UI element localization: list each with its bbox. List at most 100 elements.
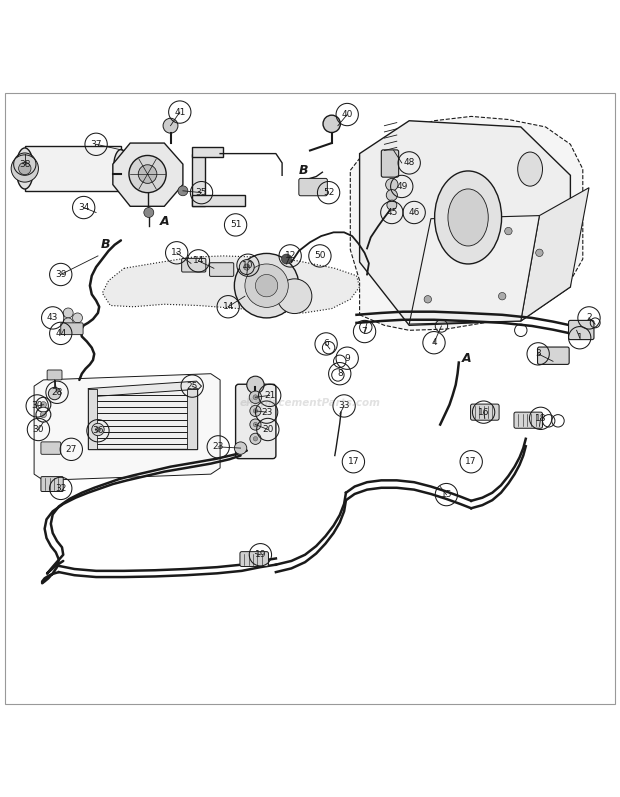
Text: 51: 51: [230, 221, 241, 230]
Text: 14: 14: [223, 302, 234, 312]
Text: 4: 4: [431, 338, 437, 347]
Ellipse shape: [448, 189, 489, 246]
Text: 44: 44: [55, 329, 66, 338]
Circle shape: [281, 254, 291, 264]
Polygon shape: [88, 381, 202, 397]
Text: B: B: [299, 164, 309, 177]
Circle shape: [244, 264, 250, 270]
FancyBboxPatch shape: [41, 477, 63, 492]
Circle shape: [92, 423, 104, 436]
Circle shape: [40, 411, 46, 418]
Text: 46: 46: [409, 208, 420, 217]
Text: 7: 7: [361, 327, 368, 336]
Circle shape: [255, 274, 278, 296]
Text: 39: 39: [55, 270, 66, 279]
Circle shape: [234, 253, 299, 318]
Ellipse shape: [113, 150, 128, 187]
Circle shape: [163, 118, 178, 133]
Circle shape: [277, 279, 312, 313]
Circle shape: [323, 115, 340, 132]
Text: 50: 50: [314, 251, 326, 261]
Bar: [192, 154, 205, 206]
Circle shape: [19, 163, 31, 175]
FancyBboxPatch shape: [514, 412, 542, 428]
FancyBboxPatch shape: [569, 320, 594, 340]
FancyBboxPatch shape: [538, 347, 569, 364]
Circle shape: [253, 409, 258, 413]
FancyBboxPatch shape: [236, 384, 276, 458]
Circle shape: [386, 190, 397, 201]
Polygon shape: [360, 120, 570, 325]
FancyBboxPatch shape: [240, 552, 268, 567]
Circle shape: [239, 260, 254, 274]
Bar: [25, 146, 121, 190]
Text: 13: 13: [171, 249, 182, 257]
FancyBboxPatch shape: [210, 263, 234, 277]
Circle shape: [144, 207, 154, 218]
Text: 20: 20: [262, 425, 273, 434]
Text: 23: 23: [261, 407, 272, 417]
Polygon shape: [409, 216, 539, 324]
Circle shape: [129, 155, 166, 193]
Text: 15: 15: [441, 490, 452, 499]
Text: 36: 36: [92, 426, 104, 435]
Text: 43: 43: [47, 313, 58, 323]
Text: 27: 27: [66, 445, 77, 453]
Text: 21: 21: [264, 391, 275, 400]
Circle shape: [95, 427, 100, 432]
Bar: [88, 389, 97, 450]
Polygon shape: [34, 374, 220, 481]
Circle shape: [253, 437, 258, 441]
Text: 40: 40: [342, 110, 353, 119]
Text: A: A: [159, 215, 169, 228]
Circle shape: [245, 264, 288, 308]
Circle shape: [536, 249, 543, 257]
Circle shape: [386, 179, 398, 190]
Circle shape: [250, 434, 261, 445]
Circle shape: [40, 402, 46, 408]
Text: 17: 17: [348, 457, 359, 466]
Circle shape: [138, 165, 157, 183]
Circle shape: [249, 391, 262, 403]
Ellipse shape: [518, 152, 542, 186]
Text: 52: 52: [323, 188, 334, 197]
Circle shape: [253, 422, 258, 426]
Text: B: B: [100, 238, 110, 251]
Polygon shape: [102, 256, 360, 313]
Bar: [88, 389, 197, 450]
Text: 35: 35: [196, 188, 207, 197]
Text: 38: 38: [19, 159, 30, 169]
Circle shape: [63, 308, 73, 318]
Polygon shape: [113, 143, 183, 206]
Text: 2: 2: [586, 313, 592, 323]
Text: 49: 49: [396, 182, 407, 191]
Text: 28: 28: [51, 388, 63, 397]
Text: 33: 33: [339, 402, 350, 410]
Text: 14: 14: [193, 257, 204, 265]
Text: 16: 16: [478, 407, 489, 417]
Bar: [192, 195, 245, 206]
FancyBboxPatch shape: [47, 370, 62, 380]
FancyBboxPatch shape: [182, 258, 206, 272]
Polygon shape: [521, 188, 589, 321]
Text: A: A: [461, 351, 471, 365]
Text: 30: 30: [32, 402, 43, 410]
Text: 3: 3: [535, 349, 541, 359]
Circle shape: [73, 323, 82, 333]
Text: 23: 23: [213, 442, 224, 451]
Circle shape: [498, 292, 506, 300]
Text: 48: 48: [404, 159, 415, 167]
Text: 8: 8: [337, 369, 343, 379]
Ellipse shape: [435, 171, 502, 264]
FancyBboxPatch shape: [381, 150, 399, 177]
Text: 37: 37: [91, 139, 102, 149]
Circle shape: [48, 387, 61, 400]
Text: 17: 17: [466, 457, 477, 466]
Text: 9: 9: [344, 354, 350, 363]
FancyBboxPatch shape: [41, 442, 61, 454]
FancyBboxPatch shape: [299, 179, 327, 196]
Circle shape: [250, 406, 261, 417]
Bar: [192, 147, 223, 157]
Circle shape: [63, 318, 73, 328]
Text: 18: 18: [535, 414, 546, 423]
